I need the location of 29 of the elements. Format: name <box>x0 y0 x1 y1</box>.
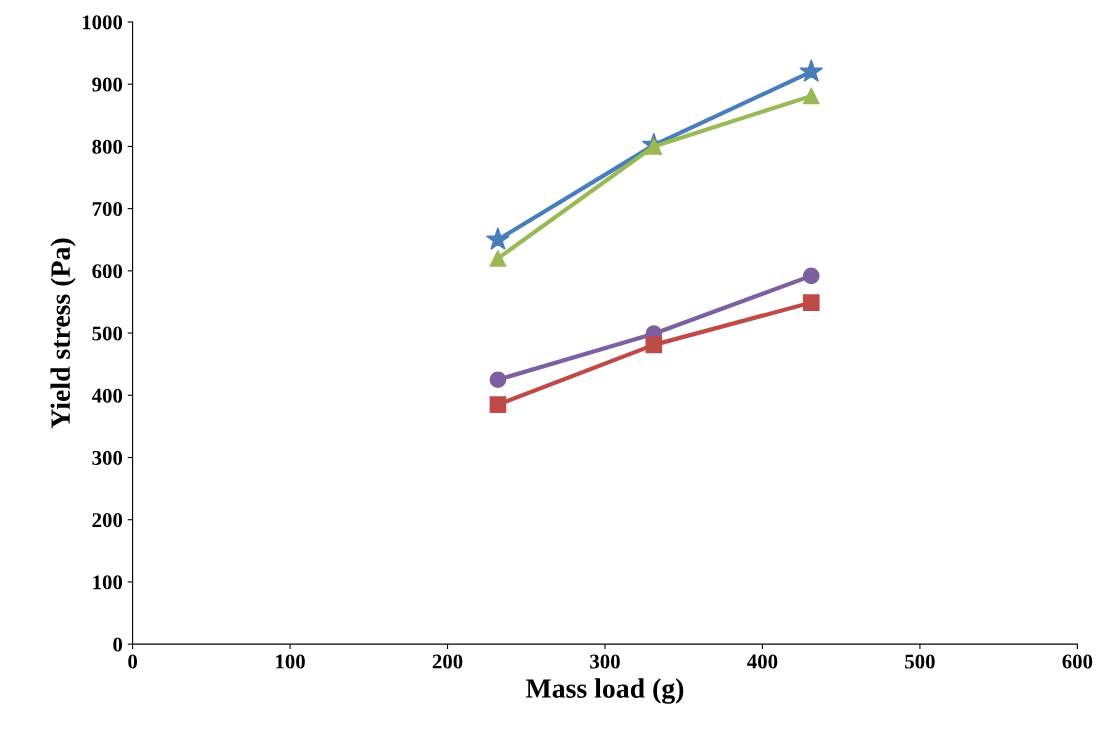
y-tick-label: 700 <box>92 201 123 217</box>
point <box>802 87 820 105</box>
y-tick-label: 0 <box>113 637 123 652</box>
y-tick-label: 1000 <box>82 15 123 30</box>
point <box>802 294 820 311</box>
point <box>645 336 663 354</box>
y-tick-label: 600 <box>92 264 123 279</box>
y-tick-label: 300 <box>92 450 123 465</box>
point <box>485 227 510 250</box>
x-tick-label: 0 <box>128 654 138 669</box>
y-tick-label: 200 <box>92 513 123 528</box>
y-tick-label: 500 <box>92 326 123 341</box>
point <box>489 250 507 267</box>
x-tick-label: 200 <box>432 654 463 669</box>
point <box>802 267 820 285</box>
y-axis-title: Yield stress (Pa) <box>50 238 76 429</box>
x-tick-label: 100 <box>276 654 305 669</box>
x-tick-label: 400 <box>747 654 778 669</box>
point <box>799 59 824 82</box>
y-tick-label: 800 <box>92 139 123 154</box>
x-tick-label: 600 <box>1062 654 1093 669</box>
y-tick-label: 400 <box>91 388 123 403</box>
y-tick-label: 900 <box>92 77 123 92</box>
y-tick-label: 100 <box>93 575 123 590</box>
point <box>489 396 507 413</box>
x-tick-label: 300 <box>590 654 620 669</box>
x-tick-label: 500 <box>905 654 935 669</box>
x-axis-title: Mass load (g) <box>525 678 684 704</box>
point <box>489 371 507 389</box>
